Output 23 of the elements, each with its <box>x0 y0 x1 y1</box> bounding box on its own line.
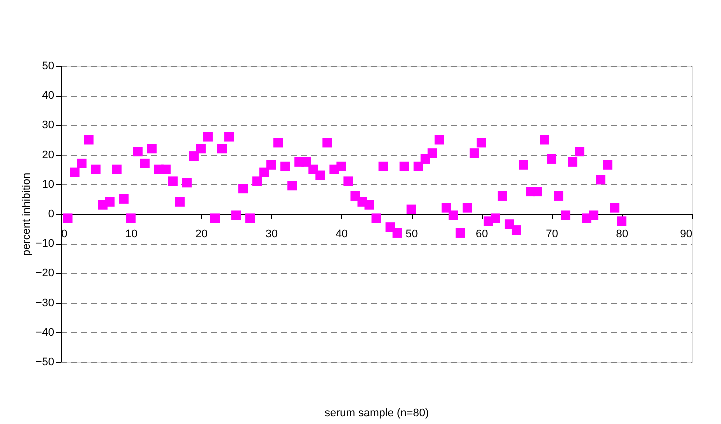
y-tick-label: −10 <box>36 238 54 250</box>
y-tick-label: 0 <box>48 208 54 220</box>
x-tick-label: 30 <box>266 228 278 240</box>
x-tick-label: 70 <box>546 228 558 240</box>
y-tick-label: −40 <box>36 326 54 339</box>
x-axis-title: serum sample (n=80) <box>324 408 430 420</box>
y-tick-label: 10 <box>42 178 54 191</box>
y-tick-label: 40 <box>42 90 54 102</box>
x-tick-label: 20 <box>196 228 208 240</box>
x-tick-label: 0 <box>62 228 68 240</box>
y-tick-label: 30 <box>42 120 54 132</box>
x-tick-label: 50 <box>406 228 418 240</box>
x-tick-label: 10 <box>125 228 138 240</box>
y-tick-label: −50 <box>36 356 54 368</box>
y-axis-title: percent inhibition <box>20 172 33 256</box>
x-tick-label: 80 <box>616 228 629 240</box>
x-tick-label: 60 <box>476 228 488 240</box>
y-tick-label: −20 <box>36 268 54 280</box>
y-tick-label: −30 <box>36 297 54 310</box>
x-tick-label: 40 <box>336 228 348 240</box>
x-tick-label: 90 <box>680 228 692 240</box>
y-tick-label: 20 <box>42 149 54 162</box>
y-tick-label: 50 <box>42 60 54 72</box>
